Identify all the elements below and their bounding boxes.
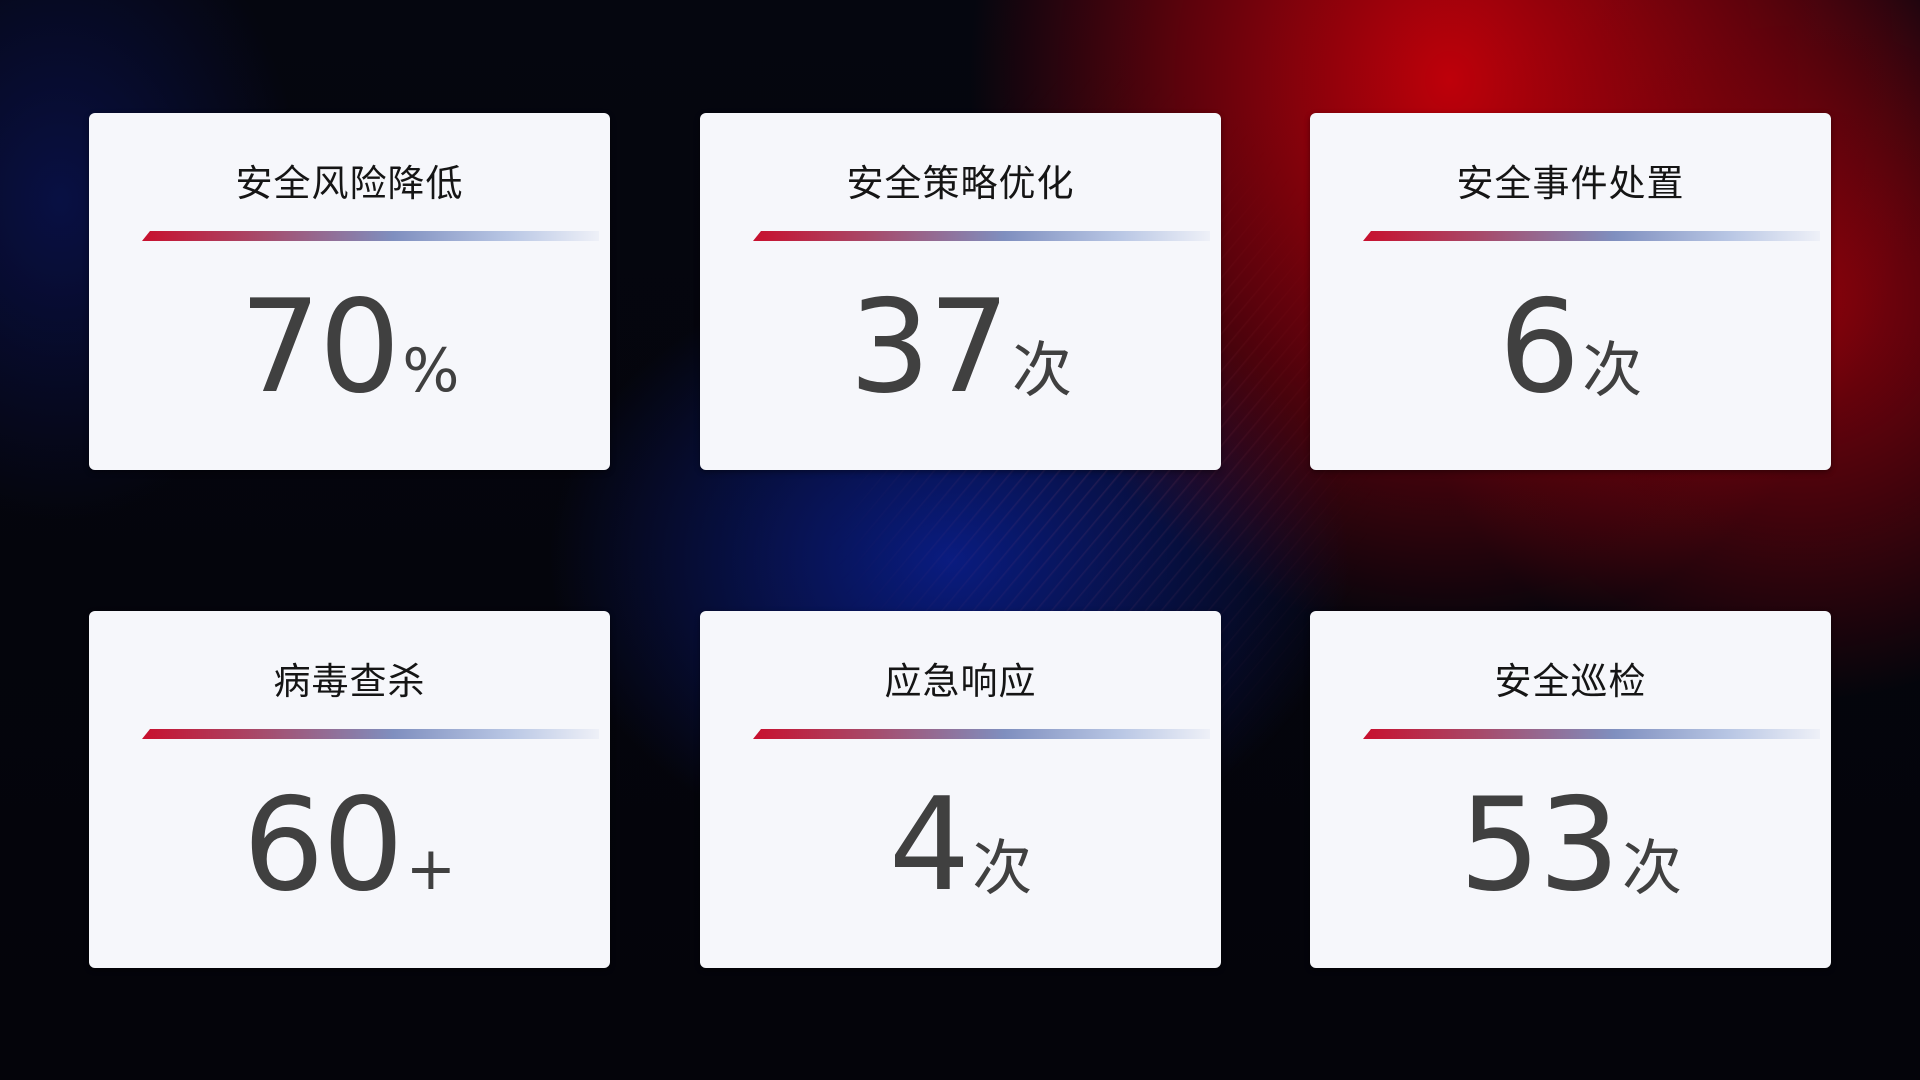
card-value: 37次 [700,273,1221,422]
card-title: 安全策略优化 [846,162,1075,205]
stat-card-incident-handling: 安全事件处置 6次 [1310,113,1831,470]
card-divider [753,729,1210,739]
card-title: 安全事件处置 [1456,162,1685,205]
value-unit: + [405,834,457,904]
value-number: 37 [849,273,1010,422]
card-divider [1363,231,1820,241]
card-divider [753,231,1210,241]
value-unit: 次 [1582,336,1643,406]
card-value: 53次 [1310,771,1831,920]
value-unit: 次 [1621,834,1682,904]
card-value: 60+ [89,771,610,920]
stat-card-virus-removal: 病毒查杀 60+ [89,611,610,968]
card-value: 6次 [1310,273,1831,422]
card-divider [142,729,599,739]
value-number: 4 [888,771,970,920]
stat-card-risk-reduction: 安全风险降低 70% [89,113,610,470]
value-unit: 次 [972,834,1033,904]
value-unit: % [402,336,460,406]
card-value: 4次 [700,771,1221,920]
card-title: 安全风险降低 [235,162,464,205]
card-divider [142,231,599,241]
card-divider [1363,729,1820,739]
value-number: 60 [242,771,404,920]
stat-card-security-inspection: 安全巡检 53次 [1310,611,1831,968]
card-value: 70% [89,273,610,422]
card-title: 病毒查杀 [273,660,426,703]
value-unit: 次 [1011,336,1072,406]
value-number: 53 [1459,771,1620,920]
stat-card-policy-optimization: 安全策略优化 37次 [700,113,1221,470]
value-number: 70 [239,273,401,422]
value-number: 6 [1498,273,1580,422]
card-title: 应急响应 [884,660,1037,703]
card-title: 安全巡检 [1494,660,1647,703]
stat-card-emergency-response: 应急响应 4次 [700,611,1221,968]
